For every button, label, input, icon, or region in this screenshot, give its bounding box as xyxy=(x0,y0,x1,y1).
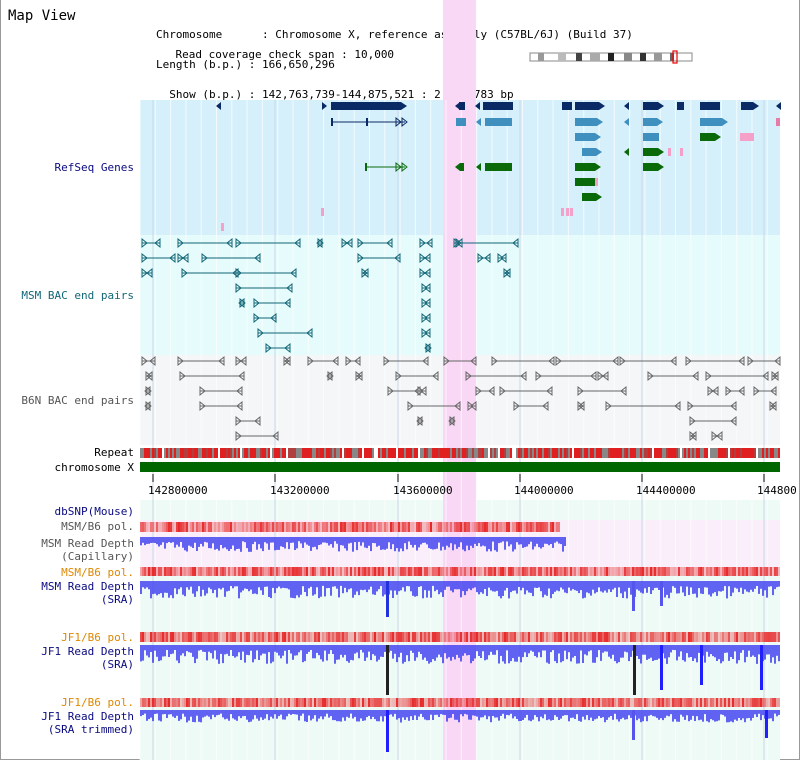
track-label-msm-bac[interactable]: MSM BAC end pairs xyxy=(21,289,134,302)
track-label-dbsnp[interactable]: dbSNP(Mouse) xyxy=(54,505,134,518)
length-value: : 166,650,296 xyxy=(248,58,335,71)
track-label-jf1-read-depth-trimmed[interactable]: JF1 Read Depth (SRA trimmed) xyxy=(41,710,134,736)
msm-b6-pol-track-2[interactable] xyxy=(140,567,780,576)
page-title: Map View xyxy=(8,8,76,24)
track-label-msm-b6-pol-1[interactable]: MSM/B6 pol. xyxy=(61,520,134,533)
track-label-msm-read-depth-capillary[interactable]: MSM Read Depth (Capillary) xyxy=(41,537,134,563)
msm-b6-pol-track-1[interactable] xyxy=(140,522,560,532)
length-key: Length (b.p.) xyxy=(156,58,243,71)
msm-read-depth-capillary-track[interactable] xyxy=(140,537,566,552)
msm-bac-end-pairs[interactable] xyxy=(141,237,519,354)
jf1-read-depth-trimmed-track[interactable] xyxy=(140,710,780,752)
jf1-b6-pol-track-2[interactable] xyxy=(140,698,780,707)
position-axis xyxy=(152,474,765,482)
msm-read-depth-sra-track[interactable] xyxy=(140,581,780,617)
repeat-track[interactable] xyxy=(140,448,780,458)
axis-tick-label: 143600000 xyxy=(393,484,453,497)
track-label-msm-read-depth-sra[interactable]: MSM Read Depth (SRA) xyxy=(41,580,134,606)
track-label-jf1-read-depth-sra[interactable]: JF1 Read Depth (SRA) xyxy=(41,645,134,671)
chromosome-bar[interactable] xyxy=(140,462,780,472)
jf1-read-depth-sra-track[interactable] xyxy=(140,645,780,695)
track-label-jf1-b6-pol-1[interactable]: JF1/B6 pol. xyxy=(61,631,134,644)
axis-tick-label: 142800000 xyxy=(148,484,208,497)
track-label-repeat[interactable]: Repeat xyxy=(94,446,134,459)
track-label-msm-b6-pol-2[interactable]: MSM/B6 pol. xyxy=(61,566,134,579)
track-label-b6n-bac[interactable]: B6N BAC end pairs xyxy=(21,394,134,407)
axis-tick-label: 144400000 xyxy=(636,484,696,497)
show-key: Show (b.p.) xyxy=(169,88,243,101)
chromosome-ideogram[interactable] xyxy=(528,50,698,64)
axis-tick-label: 144800 xyxy=(757,484,797,497)
axis-tick-label: 143200000 xyxy=(270,484,330,497)
chromosome-key: Chromosome xyxy=(156,28,223,41)
coverage-key: Read coverage check span xyxy=(175,48,335,61)
axis-tick-label: 144000000 xyxy=(514,484,574,497)
track-label-jf1-b6-pol-2[interactable]: JF1/B6 pol. xyxy=(61,696,134,709)
track-label-chromosome[interactable]: chromosome X xyxy=(54,461,134,474)
refseq-genes[interactable] xyxy=(216,102,781,231)
jf1-b6-pol-track-1[interactable] xyxy=(140,632,780,642)
coverage-info: Read coverage check span : 10,000 xyxy=(149,40,395,70)
coverage-value: : 10,000 xyxy=(341,48,395,61)
b6n-bac-end-pairs[interactable] xyxy=(141,355,781,442)
track-label-refseq[interactable]: RefSeq Genes xyxy=(54,161,134,174)
